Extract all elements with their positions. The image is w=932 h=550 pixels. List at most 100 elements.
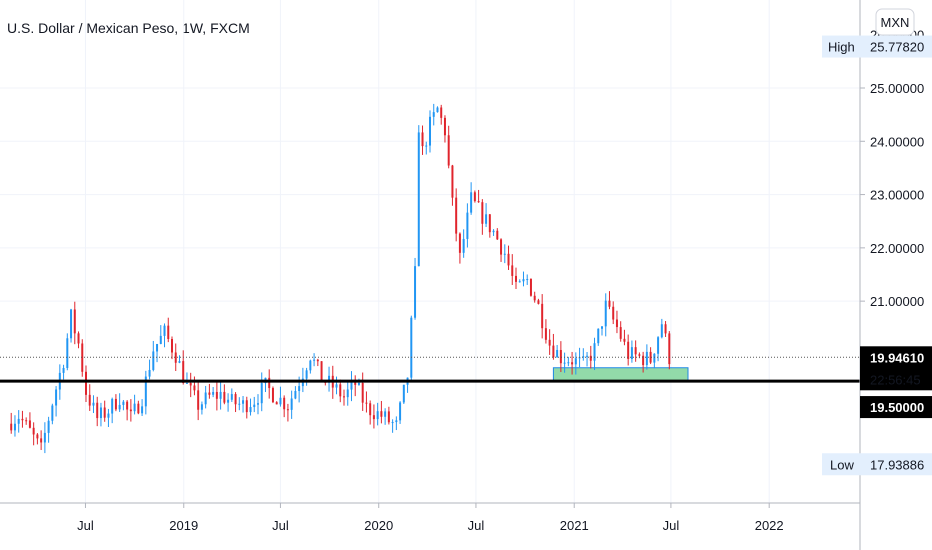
candle (537, 298, 540, 305)
candle (376, 402, 379, 426)
candle-body (111, 398, 114, 414)
low-label-bg (822, 453, 932, 476)
candle (47, 416, 50, 443)
candle (339, 379, 342, 403)
candle (257, 394, 259, 415)
candle-body (328, 375, 331, 383)
candle (391, 419, 394, 433)
candle (619, 321, 622, 342)
candle (193, 376, 196, 396)
candle (320, 361, 323, 382)
candle-body (500, 239, 503, 255)
candle (664, 321, 667, 337)
candle-body (597, 328, 600, 344)
candle (387, 406, 390, 425)
candle (227, 393, 230, 412)
candle-body (481, 202, 484, 224)
candle (156, 343, 159, 363)
candle (462, 229, 465, 258)
candle (275, 401, 278, 405)
candle-body (664, 324, 667, 334)
candle-body (107, 413, 110, 418)
candle-body (645, 351, 648, 366)
high-label-text: High (828, 40, 855, 55)
candle (182, 350, 185, 385)
candle-body (339, 384, 342, 397)
candle (500, 238, 503, 262)
candle-body (10, 423, 13, 431)
candle-body (533, 295, 536, 301)
candle (627, 334, 630, 366)
candle (372, 404, 375, 429)
candle-body (305, 370, 308, 379)
currency-badge-bg (875, 8, 915, 36)
candle-body (174, 352, 177, 363)
candle-body (473, 192, 476, 202)
time-tick-label: Jul (272, 518, 289, 533)
candle-body (429, 116, 431, 146)
candle (443, 115, 446, 143)
candle-body (593, 343, 596, 361)
candle-body (492, 230, 495, 233)
chart-title: U.S. Dollar / Mexican Peso, 1W, FXCM (7, 20, 250, 36)
candle (350, 371, 353, 402)
candle-body (245, 400, 248, 413)
candle-body (28, 420, 31, 428)
candle-body (440, 107, 443, 118)
candle (43, 422, 46, 454)
candle (309, 359, 312, 374)
candle-body (92, 402, 95, 406)
candle (455, 188, 458, 242)
support-zone (552, 367, 689, 382)
candle (492, 229, 495, 236)
candle (103, 400, 106, 422)
candle-body (653, 353, 656, 363)
candle-body (458, 233, 461, 253)
candle (141, 399, 144, 417)
candle-body (443, 117, 446, 136)
candle (642, 351, 645, 373)
candle (503, 244, 506, 264)
candle (601, 326, 603, 336)
candle-body (17, 418, 20, 424)
candle (17, 410, 20, 433)
candle (212, 387, 215, 398)
candle (470, 182, 473, 215)
candle-body (608, 300, 611, 307)
candle-body (589, 355, 592, 361)
candle-body (503, 253, 506, 255)
candle (253, 396, 256, 413)
candle (343, 389, 345, 406)
candle (485, 203, 488, 228)
candle-body (455, 197, 458, 234)
candle-body (70, 309, 73, 339)
candle-body (159, 335, 162, 344)
candle (361, 372, 364, 411)
candle (10, 412, 13, 434)
candle-body (395, 420, 398, 423)
candle (62, 364, 65, 380)
candle-body (268, 377, 271, 389)
candle (335, 376, 338, 395)
candle (36, 433, 39, 445)
candle-body (544, 328, 547, 340)
candle-body (414, 266, 417, 318)
candle (458, 232, 461, 264)
candle-body (313, 359, 316, 361)
candle-body (402, 384, 405, 403)
candle-body (114, 398, 117, 410)
candle-body (369, 403, 372, 416)
candle (189, 372, 192, 398)
candle-body (515, 275, 517, 282)
candle (28, 412, 31, 429)
candle-body (391, 422, 394, 424)
candle-body (477, 201, 480, 203)
candle-body (417, 132, 420, 267)
candle-body (421, 132, 424, 147)
time-tick-label: Jul (77, 518, 94, 533)
candle-body (563, 362, 566, 364)
candle (615, 310, 618, 334)
candle (66, 333, 69, 371)
